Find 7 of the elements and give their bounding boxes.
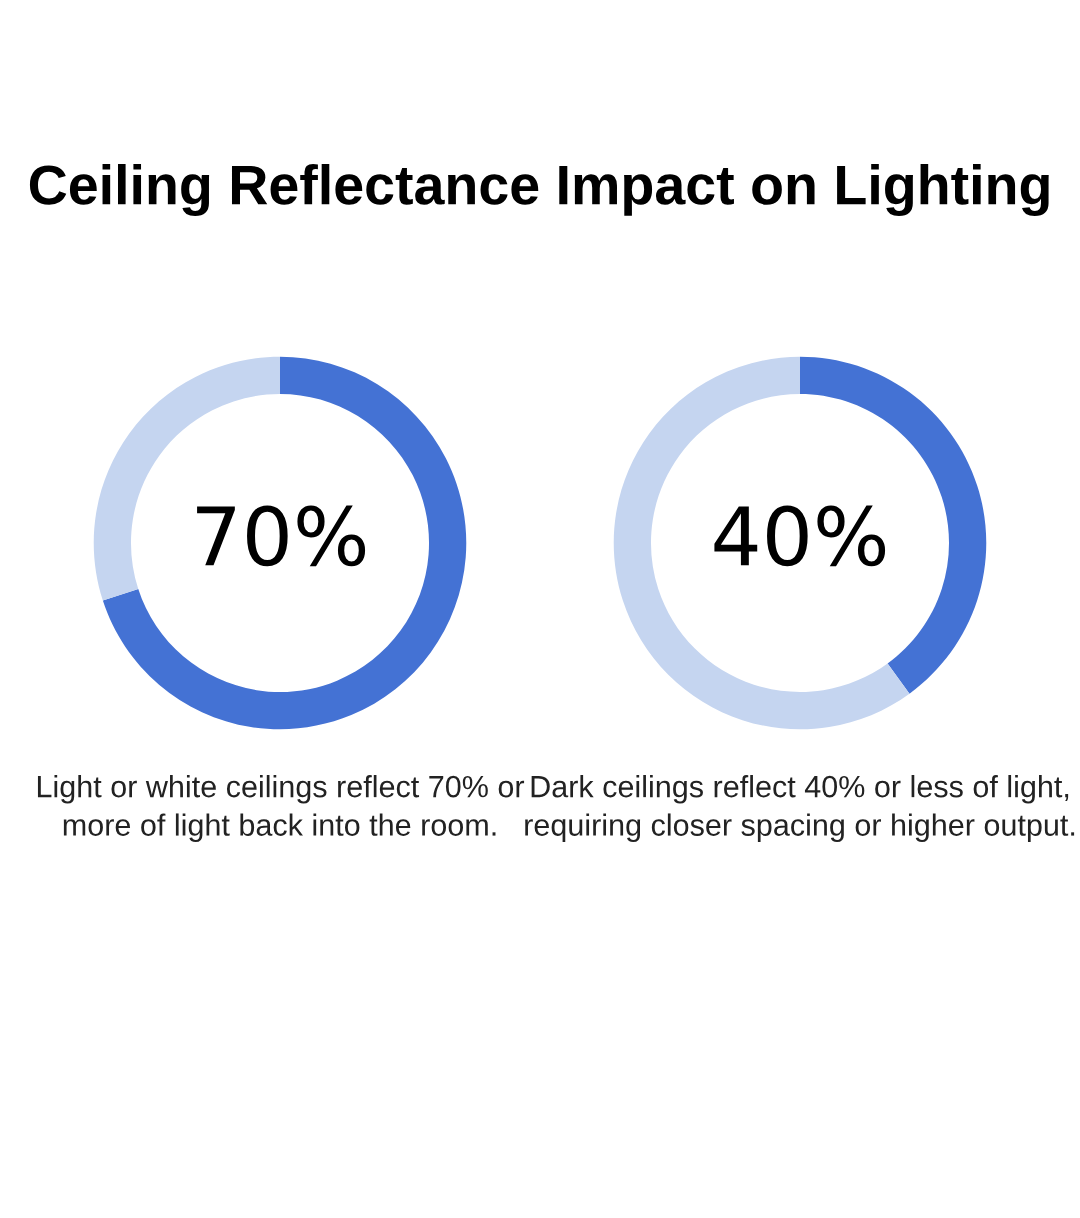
chart-title: Ceiling Reflectance Impact on Lighting bbox=[29, 163, 1049, 217]
donut-slice bbox=[613, 356, 910, 730]
text: 40% bbox=[714, 505, 886, 567]
text: Dark ceilings reflect 40% or less of light, requiring closer spacing or higher output. bbox=[525, 775, 1075, 842]
text: Light or white ceilings reflect 70% or more of light back into the room. bbox=[37, 775, 525, 842]
donut-slice bbox=[102, 356, 467, 730]
text: 70% bbox=[197, 505, 366, 567]
